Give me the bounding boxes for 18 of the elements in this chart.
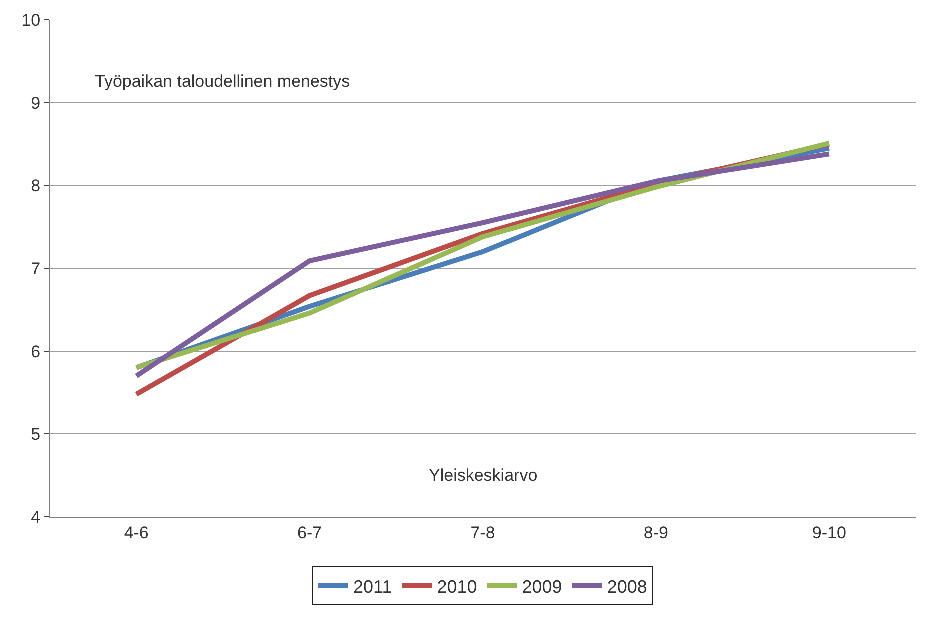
y-tick-label: 5	[31, 425, 41, 444]
x-tick-label: 9-10	[812, 523, 846, 542]
annotation: Yleiskeskiarvo	[429, 466, 538, 485]
legend-label: 2009	[522, 576, 562, 597]
y-tick-label: 9	[31, 94, 41, 113]
legend-label: 2010	[437, 576, 478, 597]
y-tick-label: 6	[31, 342, 41, 362]
x-tick-label: 6-7	[298, 523, 322, 542]
y-tick-label: 10	[22, 10, 41, 30]
annotation: Työpaikan taloudellinen menestys	[95, 72, 350, 91]
x-tick-label: 8-9	[644, 523, 668, 542]
y-tick-label: 7	[31, 259, 41, 278]
y-tick-label: 8	[31, 176, 41, 196]
y-tick-label: 4	[31, 508, 41, 527]
legend-label: 2011	[354, 576, 392, 597]
legend-label: 2008	[607, 576, 648, 597]
x-tick-label: 7-8	[470, 523, 496, 542]
x-tick-label: 4-6	[124, 523, 149, 542]
